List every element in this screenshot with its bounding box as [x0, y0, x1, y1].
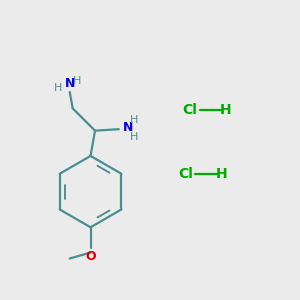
- Text: Cl: Cl: [178, 167, 193, 181]
- Text: H: H: [130, 132, 138, 142]
- Text: O: O: [85, 250, 96, 262]
- Text: N: N: [64, 77, 75, 90]
- Text: N: N: [123, 121, 134, 134]
- Text: H: H: [215, 167, 227, 181]
- Text: H: H: [54, 83, 63, 94]
- Text: H: H: [220, 103, 232, 117]
- Text: H: H: [73, 76, 81, 86]
- Text: H: H: [130, 115, 138, 125]
- Text: Cl: Cl: [183, 103, 198, 117]
